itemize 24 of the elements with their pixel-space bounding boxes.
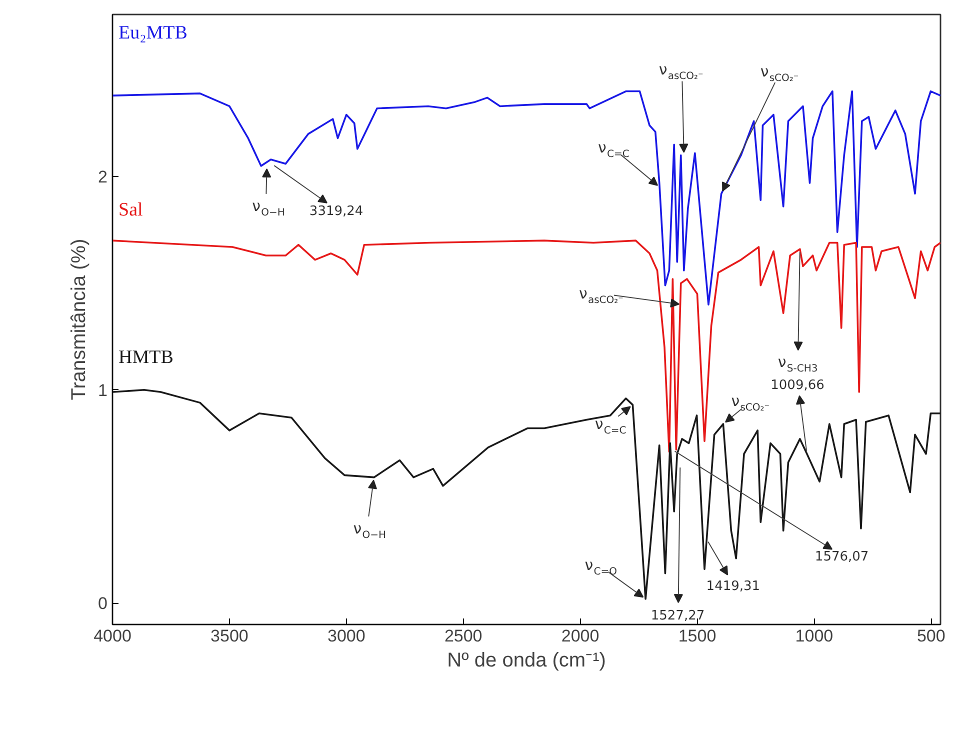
text: Eu₂MTB (118, 22, 188, 44)
annotation: 3319,24 (309, 204, 364, 219)
x-tick-label: 2000 (561, 626, 600, 646)
line-series (112, 240, 940, 453)
x-tick-label: 3000 (327, 626, 366, 646)
y-tick-label: 1 (98, 380, 108, 400)
series-label: Sal (118, 200, 143, 221)
line-series (112, 388, 940, 600)
x-tick-label: 4000 (94, 626, 132, 646)
x-tick-label: 1500 (678, 626, 716, 646)
annotation: 1419,31 (706, 579, 760, 594)
y-tick-label: 0 (98, 594, 108, 614)
x-tick-label: 1000 (795, 626, 834, 646)
x-tick-label: 2500 (444, 626, 482, 646)
series-label: HMTB (118, 347, 174, 368)
annotation: 1527,27 (650, 608, 705, 624)
x-axis-title: Nº de onda (cm⁻¹) (447, 650, 606, 672)
annotation: 1576,07 (814, 550, 869, 565)
annotation: 1009,66 (770, 378, 824, 393)
line-series (112, 90, 940, 306)
y-axis-title: Transmitância (%) (68, 238, 90, 400)
x-tick-label: 3500 (210, 626, 248, 646)
x-tick-label: 500 (916, 626, 946, 646)
y-tick-label: 2 (98, 168, 108, 187)
